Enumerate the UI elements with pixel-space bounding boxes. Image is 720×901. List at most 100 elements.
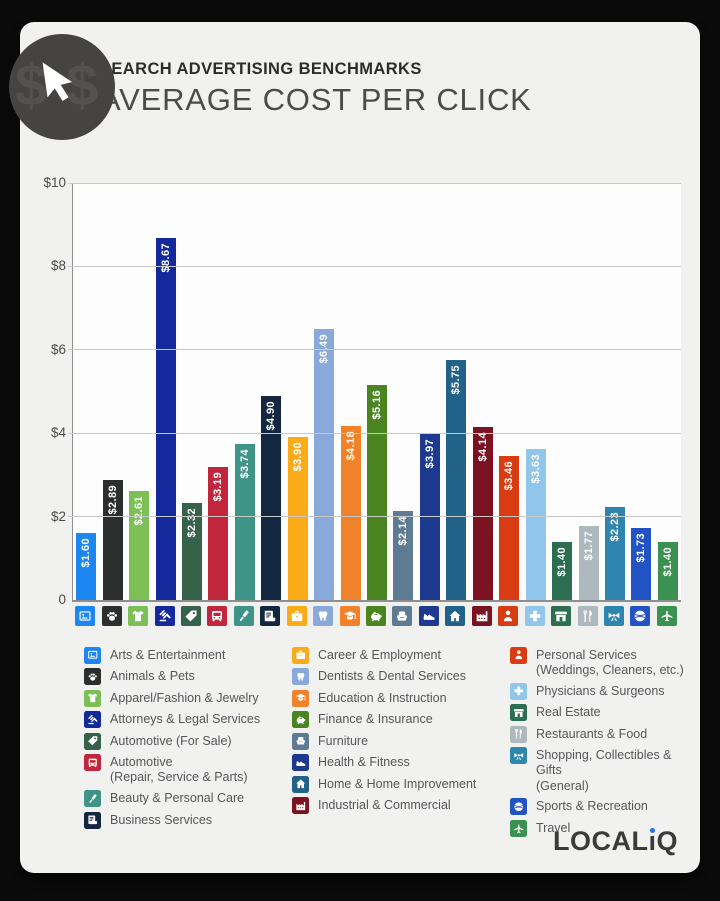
axis-icon-slot — [654, 606, 680, 626]
bar: $3.46 — [499, 455, 520, 600]
house-icon — [296, 779, 305, 789]
factory-icon — [296, 801, 305, 810]
bar-value-label: $4.18 — [344, 430, 357, 461]
legend-item: Restaurants & Food — [510, 725, 688, 743]
utensils-icon — [577, 606, 598, 626]
bar-value-label: $2.89 — [106, 484, 119, 515]
legend-label: Shopping, Collectibles & Gifts (General) — [536, 748, 672, 793]
axis-icon-slot — [601, 606, 627, 626]
bar: $2.61 — [129, 491, 150, 600]
factory-icon — [471, 606, 492, 626]
graduation-cap-icon — [343, 611, 356, 620]
sneaker-icon — [296, 760, 306, 766]
logo-letter-i: ı — [648, 826, 657, 856]
gift-bow-icon — [608, 612, 620, 622]
ball-icon — [510, 798, 527, 816]
utensils-icon — [583, 610, 592, 622]
utensils-icon — [510, 725, 527, 743]
legend-label: Animals & Pets — [110, 669, 195, 683]
legend-label: Automotive (For Sale) — [110, 733, 232, 748]
ball-icon — [635, 610, 646, 622]
logo-text: LOCAL — [552, 826, 649, 856]
legend-label: Apparel/Fashion & Jewelry — [110, 690, 259, 705]
person-icon — [510, 646, 527, 664]
legend-label: Travel — [536, 820, 571, 835]
tooth-icon — [313, 606, 334, 626]
bar-value-label: $1.73 — [635, 532, 648, 563]
gift-bow-icon — [510, 747, 527, 764]
logo-i-dot — [650, 828, 656, 833]
armchair-icon — [392, 606, 413, 626]
legend-item: Furniture — [292, 732, 502, 750]
house-icon — [292, 775, 309, 793]
bar: $2.23 — [604, 507, 625, 600]
legend-item: Animals & Pets — [84, 668, 284, 685]
image-icon — [75, 606, 96, 626]
document-icon — [265, 610, 276, 622]
header: SEARCH ADVERTISING BENCHMARKS AVERAGE CO… — [100, 60, 532, 118]
axis-icon-slot — [416, 606, 442, 626]
bar-slot: $1.77 — [575, 183, 601, 600]
plot-area: $1.60 $2.89 $2.61 $8.67 $2.32 $3.19 $3.74 $4.90… — [68, 182, 681, 602]
factory-icon — [476, 611, 488, 622]
gift-bow-icon — [603, 606, 624, 626]
bar: $3.19 — [208, 466, 229, 600]
bar: $4.14 — [472, 427, 493, 600]
document-icon — [88, 815, 97, 825]
plane-icon — [661, 610, 673, 622]
bar: $3.97 — [419, 434, 440, 600]
axis-icon-slot — [548, 606, 574, 626]
bar-value-label: $3.90 — [291, 442, 304, 472]
bar: $3.90 — [287, 437, 308, 600]
bar: $8.67 — [155, 238, 176, 600]
graduation-cap-icon — [339, 606, 360, 626]
bar-slot: $2.23 — [602, 183, 628, 600]
axis-icon-slot — [363, 606, 389, 626]
axis-icon-slot — [336, 606, 362, 626]
legend-column: Career & Employment Dentists & Dental Ser… — [292, 646, 502, 837]
ball-icon — [514, 802, 523, 812]
bar-slot: $3.63 — [522, 183, 548, 600]
legend-label: Beauty & Personal Care — [110, 791, 245, 805]
legend-item: Business Services — [84, 811, 284, 829]
bar-value-label: $3.46 — [503, 460, 516, 491]
house-icon — [449, 610, 461, 622]
bar-value-label: $2.14 — [397, 515, 410, 546]
tshirt-icon — [128, 606, 149, 626]
graduation-cap-icon — [295, 694, 306, 702]
bar-slot: $1.73 — [628, 183, 654, 600]
axis-icon-slot — [310, 606, 336, 626]
legend-item: Industrial & Commercial — [292, 797, 502, 814]
bar-value-label: $1.40 — [661, 546, 674, 577]
axis-icon-slot — [204, 606, 230, 626]
legend-item: Arts & Entertainment — [84, 646, 284, 664]
bar-value-label: $8.67 — [159, 243, 172, 273]
car-icon — [207, 606, 228, 626]
legend-item: Travel — [510, 819, 688, 837]
axis-icon-slot — [627, 606, 653, 626]
legend-label: Personal Services (Weddings, Cleaners, e… — [536, 647, 684, 677]
car-icon — [212, 611, 223, 622]
legend-label: Furniture — [318, 733, 369, 748]
legend-item: Career & Employment — [292, 646, 502, 664]
legend-label: Career & Employment — [318, 647, 441, 662]
infographic-card: SEARCH ADVERTISING BENCHMARKS AVERAGE CO… — [20, 22, 700, 873]
legend-label: Health & Fitness — [318, 755, 410, 769]
person-icon — [498, 606, 519, 626]
bar-slot: $2.89 — [99, 183, 125, 600]
gridline — [68, 182, 681, 184]
header-kicker: SEARCH ADVERTISING BENCHMARKS — [100, 60, 422, 78]
utensils-icon — [514, 729, 522, 739]
legend-label: Sports & Recreation — [536, 799, 648, 814]
tshirt-icon — [84, 689, 101, 707]
legend-item: Shopping, Collectibles & Gifts (General) — [510, 747, 688, 794]
legend-label: Restaurants & Food — [536, 726, 648, 741]
legend-item: Finance & Insurance — [292, 711, 502, 728]
bar-value-label: $1.40 — [556, 546, 569, 577]
legend-item: Automotive (For Sale) — [84, 732, 284, 750]
legend-label: Dentists & Dental Services — [318, 669, 466, 683]
bar: $1.40 — [657, 541, 678, 600]
legend-label: Home & Home Improvement — [318, 776, 477, 791]
bar-slot: $2.32 — [179, 183, 205, 600]
ball-icon — [630, 606, 651, 626]
